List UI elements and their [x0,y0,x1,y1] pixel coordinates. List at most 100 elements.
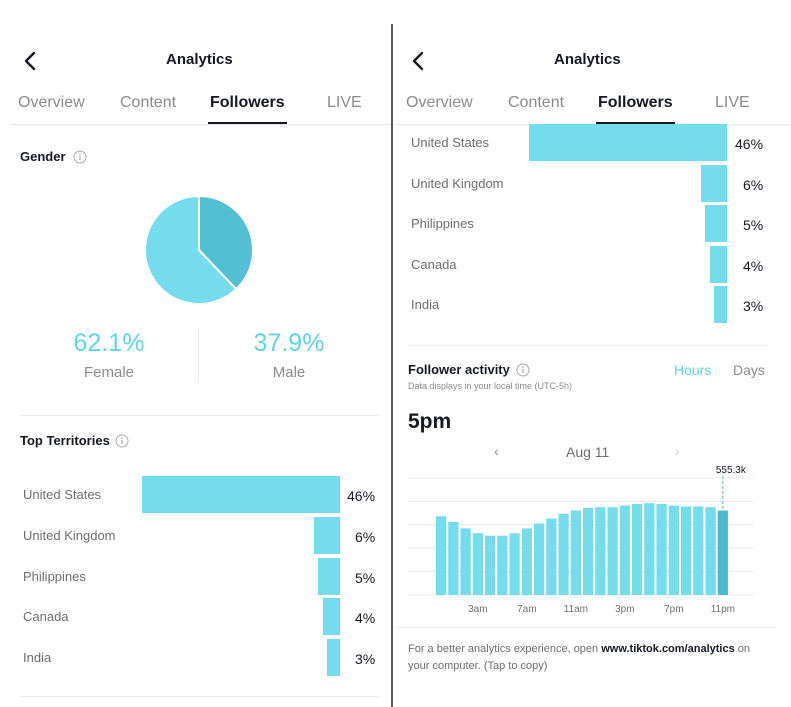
activity-bar-4am[interactable] [485,535,496,595]
x-tick-label: 7am [517,604,536,615]
activity-bar-4pm[interactable] [632,504,643,595]
territory-bar-uk [314,517,340,554]
activity-bar-2pm[interactable] [607,507,618,595]
territory-pct-us: 46% [735,136,764,152]
territory-name-canada: Canada [23,609,69,624]
tab-content[interactable]: Content [120,94,177,111]
x-tick-label: 3am [468,604,487,615]
back-arrow-icon[interactable] [20,50,42,72]
days-toggle[interactable]: Days [733,362,765,378]
info-icon[interactable] [73,150,87,164]
next-date-icon[interactable]: › [675,443,680,459]
territory-name-india: India [23,650,52,665]
activity-bar-10am[interactable] [558,513,569,595]
gender-title: Gender [20,149,66,164]
peak-value-label: 555.3k [716,465,747,476]
activity-bar-1am[interactable] [448,521,459,595]
footer-text-after[interactable]: on your computer. (Tap to copy) [408,643,750,672]
activity-bar-12am[interactable] [436,516,447,595]
territory-pct-canada: 4% [355,610,376,626]
activity-bar-2am[interactable] [460,528,471,595]
tab-active-indicator [596,122,675,124]
activity-bar-5am[interactable] [497,535,508,595]
gender-pie-chart [144,194,254,305]
activity-bar-11am[interactable] [570,510,581,596]
territory-pct-philippines: 5% [355,570,376,586]
follower-activity-title: Follower activity [408,362,510,377]
activity-bar-8pm[interactable] [681,506,692,595]
section-divider [20,696,379,697]
back-arrow-icon[interactable] [408,50,430,72]
tab-live[interactable]: LIVE [715,94,750,111]
left-panel: Analytics Overview Content Followers LIV… [0,0,391,707]
territory-name-us: United States [411,135,490,150]
pie-slice-female [144,194,238,305]
pie-slice-male [198,194,254,291]
territory-bar-uk [701,165,727,202]
activity-bar-5pm[interactable] [644,503,655,595]
activity-bar-11pm[interactable] [717,510,728,596]
activity-bar-6am[interactable] [509,533,520,595]
x-tick-label: 11am [564,604,588,615]
activity-bar-9am[interactable] [546,518,557,595]
female-label: Female [83,364,135,381]
tab-followers[interactable]: Followers [210,94,285,111]
activity-bar-9pm[interactable] [693,506,704,595]
page-title: Analytics [554,51,621,68]
territory-pct-us: 46% [347,488,376,504]
territory-bar-canada [709,246,727,283]
activity-bar-6pm[interactable] [656,504,667,595]
territory-name-canada: Canada [411,257,457,272]
territory-pct-philippines: 5% [743,217,764,233]
timezone-note: Data displays in your local time (UTC-5h… [408,381,573,391]
territory-name-india: India [411,297,440,312]
top-territories-title: Top Territories [20,433,110,448]
hours-toggle[interactable]: Hours [674,362,712,378]
male-percentage: 37.9% [253,329,325,357]
date-label: Aug 11 [566,444,610,460]
section-divider [396,627,776,628]
territory-name-uk: United Kingdom [411,176,504,191]
territory-name-uk: United Kingdom [23,528,116,543]
activity-bar-10pm[interactable] [705,507,716,595]
territory-pct-uk: 6% [355,529,376,545]
page-title: Analytics [166,51,233,68]
info-icon[interactable] [516,363,530,377]
info-icon[interactable] [115,434,129,448]
territory-bar-philippines [705,205,727,242]
territory-pct-canada: 4% [743,258,764,274]
tab-overview[interactable]: Overview [406,94,473,111]
x-tick-label: 11pm [711,604,735,615]
prev-date-icon[interactable]: ‹ [494,443,499,459]
tab-content[interactable]: Content [508,94,565,111]
tab-live[interactable]: LIVE [327,94,362,111]
tab-active-indicator [208,122,287,124]
territory-pct-uk: 6% [743,177,764,193]
tabs-divider [10,124,391,125]
male-label: Male [272,364,306,381]
territory-bar-india [714,286,727,323]
territory-pct-india: 3% [355,651,376,667]
territory-bar-philippines [318,558,340,595]
female-percentage: 62.1% [73,329,145,357]
territory-name-philippines: Philippines [23,569,86,584]
follower-activity-chart: 555.3k 3am 7am 11am 3pm 7pm 11pm [408,465,754,615]
tab-followers[interactable]: Followers [598,94,673,111]
activity-bar-3am[interactable] [472,533,483,595]
territory-bar-canada [322,598,340,635]
activity-bar-1pm[interactable] [595,507,606,595]
territory-bar-india [327,639,340,676]
tab-overview[interactable]: Overview [18,94,85,111]
territory-bar-us [142,476,340,513]
activity-bar-8am[interactable] [534,523,545,596]
activity-bar-12pm[interactable] [583,508,594,595]
x-tick-label: 7pm [664,604,683,615]
analytics-link[interactable]: www.tiktok.com/analytics [601,643,735,655]
footer-text-before: For a better analytics experience, open [408,643,602,655]
section-divider [20,415,379,416]
activity-bar-3pm[interactable] [619,505,630,595]
activity-bar-7am[interactable] [521,528,532,595]
activity-bar-7pm[interactable] [668,505,679,595]
territory-pct-india: 3% [743,298,764,314]
section-divider [408,345,767,346]
